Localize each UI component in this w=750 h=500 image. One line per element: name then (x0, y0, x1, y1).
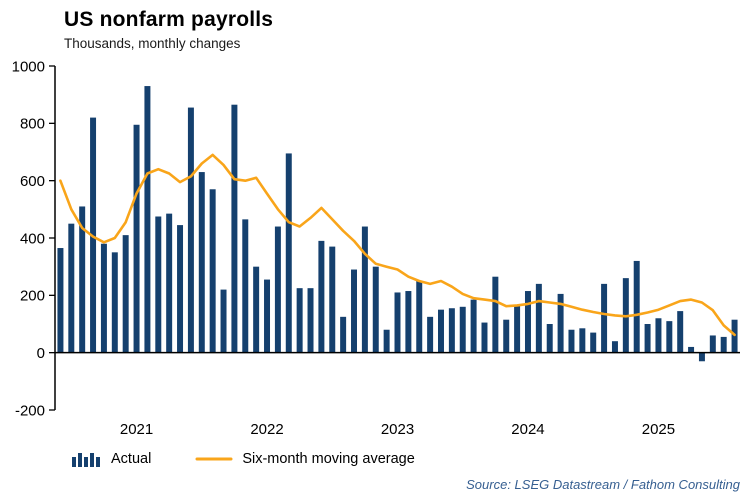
bar (568, 329, 575, 353)
bar (296, 288, 303, 353)
bar (68, 223, 75, 353)
moving-average-line-icon (195, 457, 233, 461)
bar (242, 219, 249, 353)
chart-title: US nonfarm payrolls (64, 8, 274, 31)
x-year-label: 2021 (120, 421, 153, 438)
bar (579, 328, 586, 353)
bar (383, 329, 390, 353)
bar (514, 305, 521, 353)
y-tick-label: 800 (20, 116, 45, 133)
bar (351, 269, 357, 353)
bar (503, 319, 510, 353)
x-year-label: 2025 (642, 421, 675, 438)
bar (209, 189, 216, 353)
bar (655, 318, 662, 353)
bar (633, 260, 640, 353)
bar (557, 293, 564, 353)
bar (698, 352, 705, 362)
bar (405, 291, 412, 353)
moving-average-line (59, 153, 736, 337)
actual-bars-icon (72, 453, 100, 467)
bar (329, 246, 336, 353)
bar (177, 225, 184, 353)
bar (264, 279, 271, 353)
chart-subtitle: Thousands, monthly changes (64, 36, 241, 51)
bar (546, 324, 553, 353)
plot-area: 1000 800 600 400 200 0 -200 2021 2022 2023 2024 202… (12, 58, 740, 438)
bar (144, 86, 151, 353)
bar (688, 346, 695, 353)
legend-label-moving-average: Six-month moving average (242, 451, 415, 467)
bar (677, 311, 684, 353)
legend-label-actual: Actual (111, 451, 152, 467)
x-year-label: 2023 (381, 421, 414, 438)
bar (481, 322, 488, 353)
y-tick-label: 400 (20, 230, 45, 247)
bar (611, 341, 618, 353)
y-tick-label: -200 (15, 402, 45, 419)
y-tick-label: 1000 (12, 58, 45, 75)
chart-header: US nonfarm payrolls Thousands, monthly c… (0, 0, 750, 58)
bar (100, 243, 107, 353)
bar (285, 153, 292, 353)
bar (122, 235, 129, 353)
bar (601, 283, 608, 353)
bar (198, 172, 205, 353)
bar (187, 107, 194, 353)
bar (372, 266, 379, 353)
chart-footer: Actual Six-month moving average Source: … (0, 446, 750, 500)
bar (459, 306, 466, 353)
y-tick-label: 200 (20, 288, 45, 305)
bar (231, 104, 238, 353)
bar (361, 226, 368, 353)
source-text: Source: LSEG Datastream / Fathom Consult… (466, 477, 740, 492)
bar (666, 321, 673, 353)
bar (394, 292, 401, 353)
bar (590, 332, 597, 353)
bar (220, 289, 227, 353)
bar (340, 316, 347, 353)
bar (644, 324, 651, 353)
bar (720, 336, 727, 353)
bar (416, 281, 423, 353)
bar (524, 291, 531, 353)
bar (155, 216, 162, 353)
bar (57, 248, 64, 353)
bar (166, 213, 173, 353)
bar (253, 266, 260, 353)
legend-item-actual: Actual (72, 451, 151, 467)
plot-wrap: 1000 800 600 400 200 0 -200 2021 2022 2023 2024 202… (0, 58, 750, 446)
legend-item-moving-average: Six-month moving average (195, 451, 415, 467)
bar (535, 283, 542, 353)
y-tick-label: 0 (37, 345, 45, 362)
bar (274, 226, 281, 353)
bar (470, 299, 477, 353)
bar (492, 276, 499, 353)
bar (111, 252, 118, 353)
x-year-label: 2024 (511, 421, 544, 438)
bar (133, 124, 140, 353)
bar (79, 206, 86, 353)
legend: Actual Six-month moving average (72, 451, 415, 467)
bar (427, 316, 434, 353)
x-year-label: 2022 (250, 421, 283, 438)
bar (307, 288, 314, 353)
bar (318, 240, 325, 353)
bar (438, 309, 444, 353)
bar (448, 308, 455, 353)
y-tick-label: 600 (20, 173, 45, 190)
bar (709, 335, 716, 353)
